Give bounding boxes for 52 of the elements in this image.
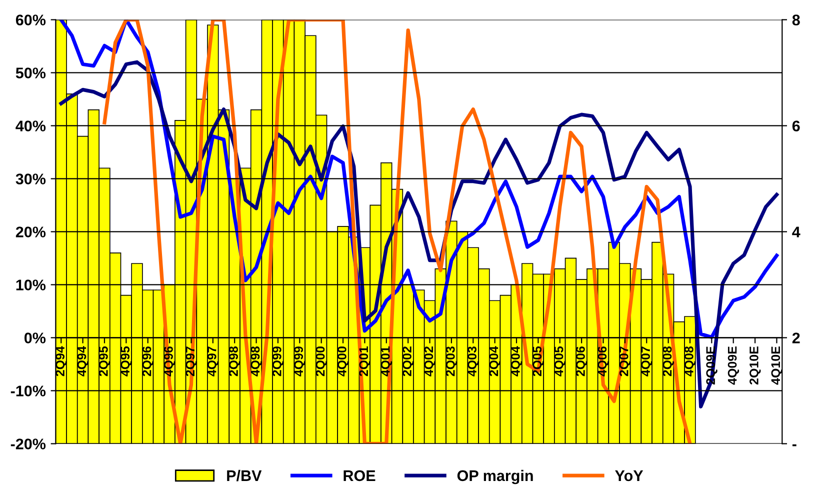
- y-tick-label: 30%: [16, 174, 46, 184]
- x-tick-label: 2Q08: [662, 346, 674, 376]
- y2-tick-label: -: [792, 444, 796, 446]
- x-tick-label: 4Q02: [424, 346, 436, 376]
- legend-label: YoY: [615, 470, 644, 482]
- x-tick-label: 4Q05: [554, 346, 566, 376]
- x-tick-label: 4Q08: [684, 346, 696, 376]
- y-tick-label: 10%: [16, 280, 46, 290]
- y-tick-label: 50%: [16, 68, 46, 78]
- legend-label: ROE: [344, 470, 376, 482]
- y2-tick-label: 4: [792, 226, 800, 238]
- legend-label: OP margin: [457, 470, 533, 484]
- x-tick-label: 2Q10E: [750, 346, 761, 385]
- x-tick-label: 4Q95: [120, 346, 132, 376]
- x-tick-label: 4Q96: [164, 346, 176, 376]
- y-tick-label: 60%: [16, 14, 46, 26]
- x-tick-label: 4Q10E: [771, 346, 782, 385]
- x-tick-label: 2Q95: [98, 346, 110, 376]
- x-tick-label: 4Q97: [207, 346, 219, 376]
- x-tick-label: 4Q94: [77, 346, 88, 376]
- y2-tick-label: 2: [792, 332, 800, 344]
- x-tick-label: 2Q99: [272, 346, 284, 376]
- x-tick-label: 4Q98: [250, 346, 262, 376]
- x-tick-label: 2Q97: [186, 346, 197, 376]
- y2-tick-label: 8: [792, 14, 800, 26]
- x-tick-label: 2Q04: [489, 346, 501, 376]
- x-tick-label: 4Q01: [380, 346, 392, 376]
- y-tick-label: -20%: [10, 438, 46, 450]
- x-tick-label: 2Q07: [619, 346, 631, 376]
- x-tick-label: 4Q00: [338, 346, 349, 376]
- x-tick-label: 2Q00: [316, 346, 328, 376]
- x-tick-label: 4Q06: [598, 346, 609, 376]
- y-tick-label: 20%: [16, 226, 46, 238]
- legend-label: P/BV: [227, 470, 262, 482]
- x-tick-label: 4Q09E: [728, 346, 740, 385]
- x-tick-label: 2Q96: [142, 346, 154, 376]
- x-tick-label: 2Q01: [359, 346, 370, 376]
- x-tick-label: 2Q06: [576, 346, 588, 376]
- x-tick-label: 4Q04: [511, 346, 522, 376]
- x-tick-label: 2Q09E: [706, 346, 718, 385]
- y-tick-label: 40%: [16, 120, 46, 132]
- x-tick-label: 4Q07: [641, 346, 652, 376]
- y-tick-label: 0%: [24, 332, 46, 344]
- x-tick-label: 4Q03: [468, 346, 479, 376]
- x-tick-label: 4Q99: [294, 346, 306, 376]
- x-tick-label: 2Q02: [402, 346, 414, 376]
- y-tick-label: -10%: [10, 386, 46, 396]
- x-tick-label: 2Q98: [229, 346, 240, 376]
- y2-tick-label: 6: [792, 120, 800, 132]
- x-tick-label: 2Q94: [56, 346, 67, 376]
- x-tick-label: 2Q03: [446, 346, 458, 376]
- x-tick-label: 2Q05: [532, 346, 544, 376]
